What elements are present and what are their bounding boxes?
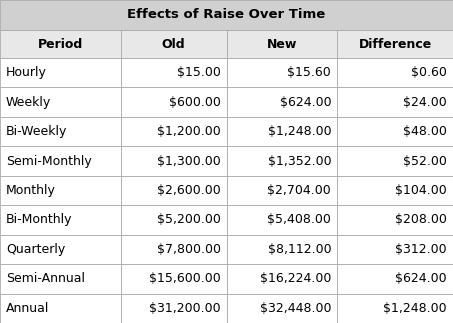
Bar [226,58,337,88]
Bar [121,176,226,205]
Text: $15.60: $15.60 [288,66,331,79]
Text: Period: Period [38,37,83,50]
Text: $5,408.00: $5,408.00 [267,214,331,226]
Text: Old: Old [162,37,185,50]
Bar [121,117,226,146]
Bar [0,58,121,88]
Text: $600.00: $600.00 [169,96,221,109]
Bar [337,205,453,235]
Bar [337,176,453,205]
Text: $312.00: $312.00 [395,243,447,256]
Bar [0,235,121,264]
Text: Bi-Weekly: Bi-Weekly [6,125,67,138]
Text: $31,200.00: $31,200.00 [149,302,221,315]
Text: $15.00: $15.00 [177,66,221,79]
Bar [226,30,337,58]
Bar [121,264,226,294]
Bar [226,88,337,117]
Text: $32,448.00: $32,448.00 [260,302,331,315]
Text: $48.00: $48.00 [403,125,447,138]
Text: $104.00: $104.00 [395,184,447,197]
Bar [0,88,121,117]
Bar [121,88,226,117]
Text: $0.60: $0.60 [411,66,447,79]
Text: Semi-Monthly: Semi-Monthly [6,155,92,168]
Text: $1,248.00: $1,248.00 [383,302,447,315]
Text: $1,352.00: $1,352.00 [268,155,331,168]
Bar [337,264,453,294]
Bar [0,146,121,176]
Bar [0,0,453,30]
Text: Effects of Raise Over Time: Effects of Raise Over Time [127,8,326,22]
Text: Difference: Difference [358,37,432,50]
Text: $1,300.00: $1,300.00 [157,155,221,168]
Bar [121,146,226,176]
Bar [226,117,337,146]
Bar [0,176,121,205]
Bar [121,205,226,235]
Bar [226,264,337,294]
Text: $52.00: $52.00 [403,155,447,168]
Text: $16,224.00: $16,224.00 [260,272,331,285]
Text: Bi-Monthly: Bi-Monthly [6,214,72,226]
Bar [337,30,453,58]
Bar [121,30,226,58]
Text: Monthly: Monthly [6,184,56,197]
Bar [226,205,337,235]
Text: $2,704.00: $2,704.00 [267,184,331,197]
Bar [0,205,121,235]
Bar [337,146,453,176]
Bar [0,117,121,146]
Text: New: New [267,37,297,50]
Bar [121,58,226,88]
Bar [0,264,121,294]
Text: Weekly: Weekly [6,96,51,109]
Bar [337,117,453,146]
Bar [337,88,453,117]
Bar [0,294,121,323]
Text: $5,200.00: $5,200.00 [157,214,221,226]
Text: $8,112.00: $8,112.00 [268,243,331,256]
Text: Semi-Annual: Semi-Annual [6,272,85,285]
Text: $624.00: $624.00 [280,96,331,109]
Bar [121,294,226,323]
Text: $1,248.00: $1,248.00 [268,125,331,138]
Text: Hourly: Hourly [6,66,47,79]
Bar [337,58,453,88]
Bar [226,146,337,176]
Bar [337,235,453,264]
Text: Annual: Annual [6,302,49,315]
Text: $15,600.00: $15,600.00 [149,272,221,285]
Bar [337,294,453,323]
Text: $24.00: $24.00 [403,96,447,109]
Text: $1,200.00: $1,200.00 [157,125,221,138]
Text: $7,800.00: $7,800.00 [156,243,221,256]
Bar [226,176,337,205]
Text: $624.00: $624.00 [395,272,447,285]
Text: $208.00: $208.00 [395,214,447,226]
Bar [121,235,226,264]
Bar [226,294,337,323]
Bar [0,30,121,58]
Text: Quarterly: Quarterly [6,243,65,256]
Text: $2,600.00: $2,600.00 [157,184,221,197]
Bar [226,235,337,264]
